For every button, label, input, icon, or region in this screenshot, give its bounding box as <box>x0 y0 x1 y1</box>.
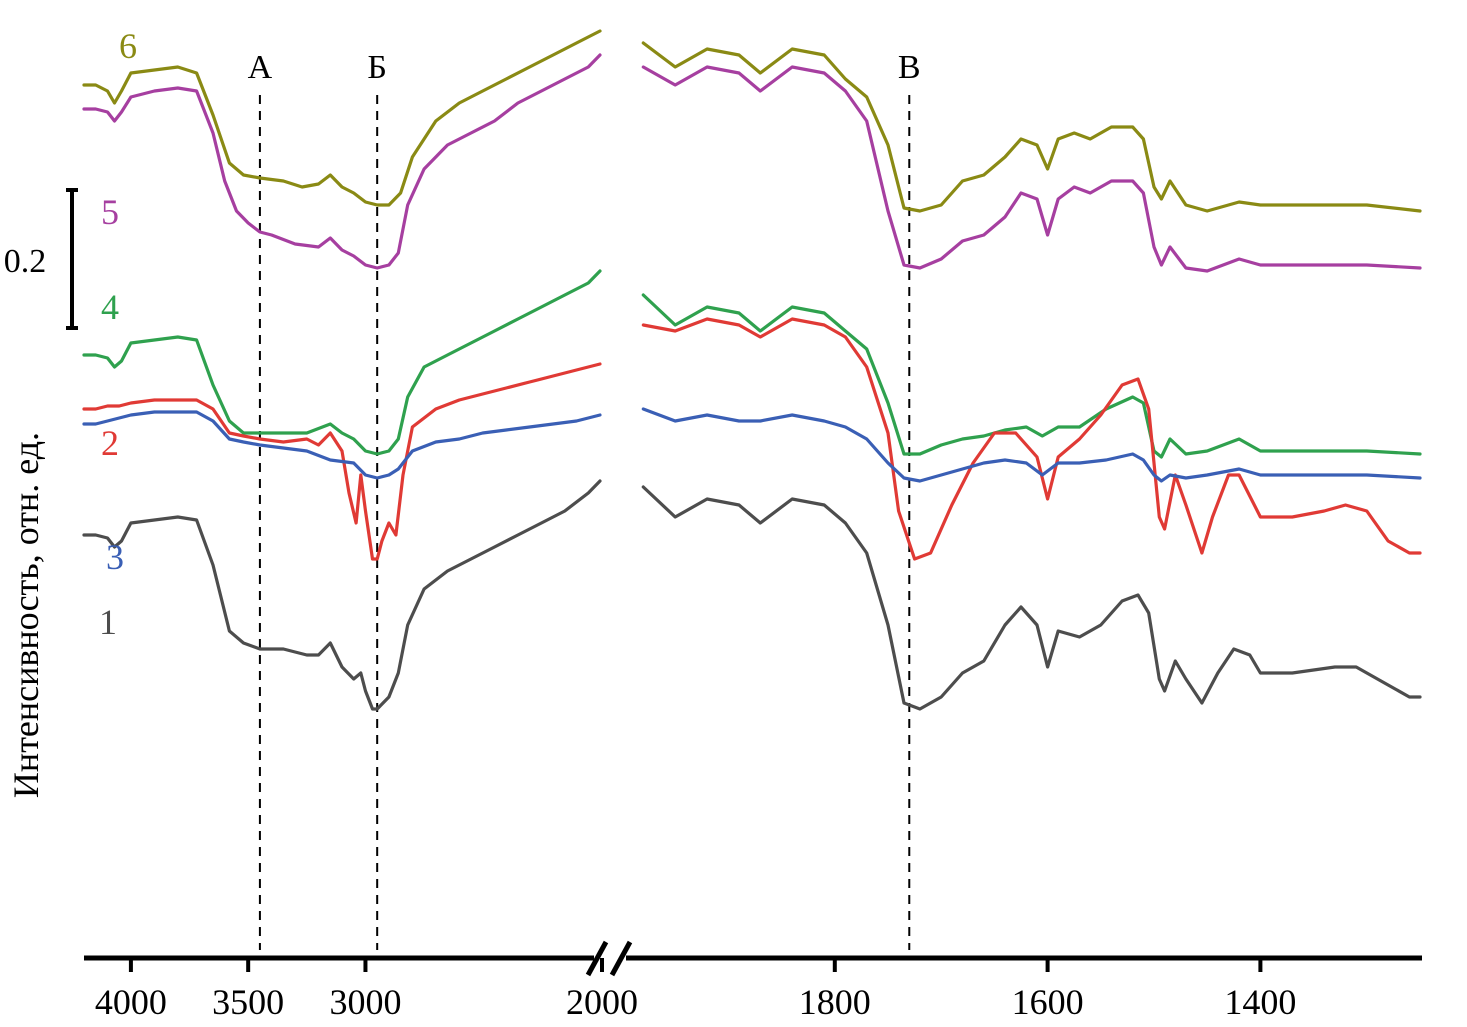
x-tick-label-1400: 1400 <box>1224 982 1296 1022</box>
marker-label-3: В <box>898 49 921 86</box>
x-tick-label-1600: 1600 <box>1012 982 1084 1022</box>
x-tick-label-1800: 1800 <box>799 982 871 1022</box>
series-5-line-right <box>641 65 1422 273</box>
x-tick-label-3500: 3500 <box>212 982 284 1022</box>
series-4-line-right <box>641 293 1422 459</box>
x-axis: 4000 3500 3000 2000 1800 1600 1400 <box>84 940 1422 1022</box>
series-6-line-left <box>82 29 602 207</box>
x-tick-label-4000: 4000 <box>95 982 167 1022</box>
axis-break-mark-2 <box>609 940 633 977</box>
scale-bar: 0.2 <box>4 188 78 330</box>
series-2-line-right <box>641 317 1422 561</box>
series-6-label: 6 <box>119 26 137 66</box>
series-lines <box>82 29 1422 711</box>
series-5-label: 5 <box>101 192 119 232</box>
series-labels: 6 5 4 2 3 1 <box>99 26 137 642</box>
x-tick-label-3000: 3000 <box>329 982 401 1022</box>
series-3-label: 3 <box>106 537 124 577</box>
x-tick-label-2000: 2000 <box>566 982 638 1022</box>
axis-break-mark-1 <box>585 940 609 977</box>
series-5-line-left <box>82 53 602 270</box>
series-6-line-right <box>641 41 1422 213</box>
series-2-label: 2 <box>101 423 119 463</box>
series-1-line-left <box>82 479 602 711</box>
series-1-label: 1 <box>99 602 117 642</box>
series-1-line-right <box>641 485 1422 711</box>
series-3-line-left <box>82 410 602 480</box>
series-4-label: 4 <box>101 287 119 327</box>
series-4-line-left <box>82 269 602 456</box>
marker-label-1: A <box>248 49 273 86</box>
scale-bar-label: 0.2 <box>4 243 47 280</box>
marker-label-2: Б <box>367 49 387 86</box>
series-3-line-right <box>641 407 1422 483</box>
y-axis-label: Интенсивность, отн. ед. <box>6 432 46 798</box>
series-2-line-left <box>82 362 602 561</box>
